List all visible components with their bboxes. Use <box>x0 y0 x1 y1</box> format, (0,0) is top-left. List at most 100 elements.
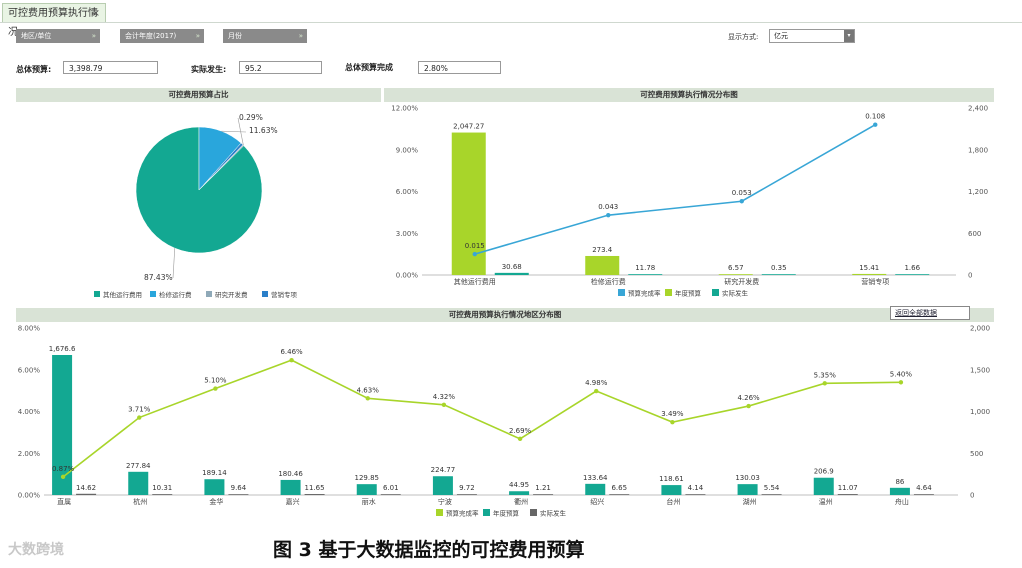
bar-value-label: 224.77 <box>431 466 456 474</box>
y-right-tick-label: 500 <box>970 450 983 458</box>
pie-label: 11.63% <box>249 126 278 135</box>
bar-value-label: 11.65 <box>305 484 325 492</box>
region-panel-title: 可控费用预算执行情况地区分布图 <box>16 308 994 322</box>
y-left-tick-label: 3.00% <box>396 230 419 238</box>
bar <box>52 355 73 495</box>
month-dropdown-label: 月份 <box>228 32 242 40</box>
display-mode-value: 亿元 <box>774 32 788 40</box>
bar-value-label: 11.07 <box>838 484 858 492</box>
bar <box>204 479 225 495</box>
x-tick-label: 嘉兴 <box>286 497 300 506</box>
distribution-chart: 0.00% 3.00% 6.00% 9.00% 12.00% 0 600 1,200 1,800… <box>391 105 988 298</box>
x-tick-label: 丽水 <box>362 497 376 506</box>
pie-leader-line <box>172 248 176 279</box>
bar <box>585 483 606 495</box>
bar <box>761 494 782 495</box>
bar-value-label: 129.85 <box>355 474 380 482</box>
y-right-tick-label: 2,000 <box>970 325 990 333</box>
bar <box>128 471 149 495</box>
line-value-label: 4.32% <box>433 393 456 401</box>
completion-field: 2.80% <box>418 61 501 74</box>
pie-leader-line <box>237 117 244 146</box>
pie-legend-label: 检修运行费 <box>159 290 192 299</box>
bar <box>661 485 682 495</box>
pie-legend-swatch <box>94 291 100 297</box>
line-value-label: 0.043 <box>598 203 618 211</box>
pie-label: 87.43% <box>144 273 173 282</box>
legend-label: 预算完成率 <box>628 289 661 298</box>
x-tick-label: 检修运行费 <box>591 277 626 286</box>
bar <box>152 494 173 495</box>
legend-label: 年度预算 <box>675 289 702 298</box>
bar <box>76 493 97 495</box>
bar-value-label: 2,047.27 <box>453 123 484 131</box>
line-point <box>441 402 447 408</box>
line-point <box>365 396 370 401</box>
bar-value-label: 1.21 <box>535 484 551 492</box>
pie-legend-label: 营销专项 <box>271 290 298 299</box>
bar-value-label: 1,676.6 <box>49 345 76 353</box>
x-tick-label: 温州 <box>819 497 833 506</box>
line-value-label: 5.40% <box>890 370 913 378</box>
pie-legend-swatch <box>262 291 268 297</box>
x-tick-label: 湖州 <box>743 497 757 506</box>
pie-chart: 87.43% 11.63% 0.29% 其他运行费用 检修运行费 研究开发费 营销专项 <box>94 113 298 299</box>
y-left-tick-label: 8.00% <box>18 325 41 333</box>
pie-legend-swatch <box>206 291 212 297</box>
bar <box>228 494 249 495</box>
legend-swatch <box>530 509 537 516</box>
bar <box>380 494 401 495</box>
y-left-tick-label: 12.00% <box>391 105 418 113</box>
region-dropdown[interactable]: 地区/单位 » <box>16 29 100 43</box>
bar-value-label: 273.4 <box>592 246 613 254</box>
line-point <box>594 388 599 394</box>
x-tick-label: 绍兴 <box>590 497 604 506</box>
bar <box>585 255 620 275</box>
line-point <box>289 357 294 363</box>
pie-label: 0.29% <box>239 113 263 122</box>
bar-value-label: 130.03 <box>735 474 760 482</box>
bar <box>685 494 706 495</box>
y-right-tick-label: 0 <box>968 272 972 280</box>
chevron-down-icon: » <box>298 32 303 40</box>
line-point <box>606 212 611 218</box>
bar <box>913 494 934 495</box>
bar-value-label: 133.64 <box>583 474 608 482</box>
x-tick-label: 舟山 <box>895 497 909 506</box>
y-right-tick-label: 1,000 <box>970 408 990 416</box>
y-right-tick-label: 600 <box>968 230 981 238</box>
line-value-label: 4.26% <box>737 394 760 402</box>
line-point <box>739 199 744 204</box>
bar <box>356 484 377 495</box>
bar <box>280 479 301 495</box>
x-tick-label: 杭州 <box>133 497 147 506</box>
completion-label: 总体预算完成 <box>345 63 393 72</box>
line-value-label: 6.46% <box>280 348 303 356</box>
y-right-tick-label: 0 <box>970 492 974 500</box>
display-mode-select[interactable]: 亿元 ▾ <box>769 29 855 43</box>
tab-bar: 可控费用预算执行情况 × <box>0 0 1022 38</box>
line-point <box>822 381 827 386</box>
region-dropdown-label: 地区/单位 <box>21 32 52 40</box>
bar <box>304 494 325 495</box>
tab-budget-execution[interactable]: 可控费用预算执行情况 × <box>2 3 106 38</box>
line-value-label: 3.49% <box>661 410 684 418</box>
month-dropdown[interactable]: 月份 » <box>223 29 307 43</box>
pie-panel-title: 可控费用预算占比 <box>16 88 381 102</box>
pie-leader-line <box>221 130 247 133</box>
bar <box>761 274 796 275</box>
line-value-label: 5.35% <box>814 371 837 379</box>
line-value-label: 0.108 <box>865 113 885 121</box>
close-icon[interactable]: × <box>91 8 100 19</box>
line-point <box>670 419 675 425</box>
bar <box>852 273 887 275</box>
bar-value-label: 15.41 <box>859 264 879 272</box>
bar <box>609 494 630 495</box>
chevron-down-icon: » <box>195 32 200 40</box>
line-point <box>60 474 66 480</box>
legend-swatch <box>712 289 719 296</box>
year-dropdown[interactable]: 会计年度(2017) » <box>120 29 204 43</box>
watermark: 大数跨境 <box>8 542 64 558</box>
view-all-data-link[interactable]: 返回全部数据 <box>890 306 970 320</box>
dist-panel-title: 可控费用预算执行情况分布图 <box>384 88 994 102</box>
